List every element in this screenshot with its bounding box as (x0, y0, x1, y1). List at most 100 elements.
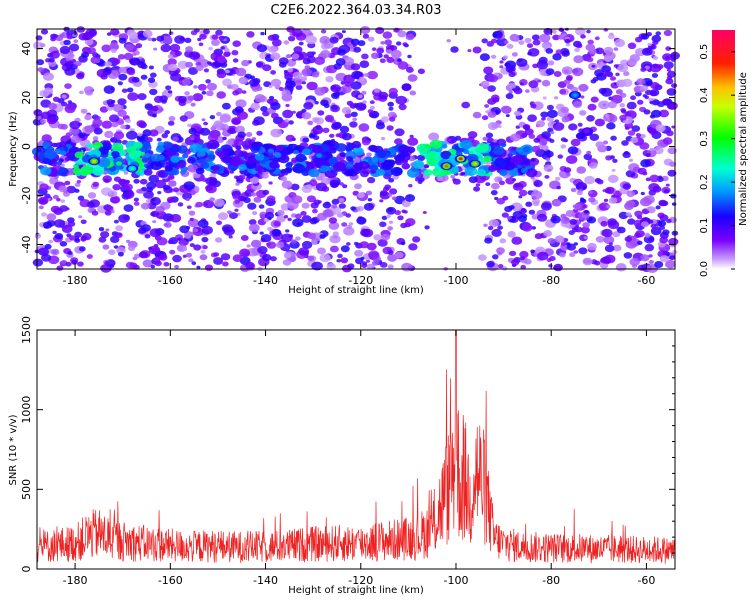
x-tick-label: -120 (348, 574, 373, 587)
heatmap-cell (203, 68, 209, 73)
heatmap-cell (543, 27, 553, 35)
heatmap-cell (366, 152, 372, 157)
heatmap-cell (550, 215, 561, 224)
heatmap-cell (109, 42, 119, 50)
heatmap-cell (234, 106, 244, 113)
heatmap-cell (343, 57, 355, 66)
heatmap-cell (665, 260, 676, 269)
heatmap-cell (276, 241, 285, 249)
heatmap-cell (38, 205, 44, 210)
x-tick-label: -120 (348, 274, 373, 287)
heatmap-cell (537, 251, 549, 261)
heatmap-cell (270, 256, 277, 262)
heatmap-cell (177, 202, 184, 207)
heatmap-cell (511, 236, 523, 245)
heatmap-cell (357, 94, 363, 99)
heatmap-cell (665, 55, 670, 60)
heatmap-cell (117, 98, 127, 106)
heatmap-cell (532, 201, 540, 207)
heatmap-cell (636, 78, 646, 86)
colorbar-tick-label: 0.0 (699, 261, 710, 277)
heatmap-cell (60, 199, 65, 203)
heatmap-cell (250, 239, 262, 248)
heatmap-cell (414, 177, 420, 182)
heatmap-cell (68, 154, 76, 160)
heatmap-cell (651, 34, 662, 43)
heatmap-cell (113, 245, 119, 249)
heatmap-cell (330, 84, 341, 93)
heatmap-cell (291, 239, 297, 244)
heatmap-cell (341, 132, 352, 141)
heatmap-cell (377, 239, 388, 247)
heatmap-cell (487, 111, 497, 118)
heatmap-cell (616, 63, 629, 73)
heatmap-cell (423, 169, 433, 177)
heatmap-cell (292, 218, 304, 228)
heatmap-cell (551, 29, 557, 34)
heatmap-cell (361, 53, 369, 60)
heatmap-cell (520, 264, 526, 270)
heatmap-cell (667, 169, 677, 177)
heatmap-cell (586, 29, 591, 34)
heatmap-cell (38, 196, 49, 205)
snr-y-ticks: 0 500 1000 1500 (20, 316, 675, 573)
heatmap-cell (222, 102, 231, 110)
heatmap-cell (361, 90, 367, 95)
heatmap-cell (301, 185, 313, 193)
heatmap-cell (151, 247, 159, 254)
heatmap-cell (367, 36, 375, 42)
heatmap-cell (648, 254, 653, 258)
heatmap-cell (183, 181, 195, 191)
heatmap-cell (656, 64, 664, 70)
heatmap-cell (34, 233, 42, 239)
heatmap-cell (515, 125, 521, 129)
heatmap-cell (507, 82, 516, 89)
heatmap-cell (254, 153, 265, 161)
heatmap-cell (131, 52, 137, 56)
heatmap-cell (167, 239, 174, 245)
heatmap-cell (116, 161, 122, 166)
heatmap-cell (241, 90, 247, 94)
heatmap-cell (92, 136, 99, 141)
heatmap-cell (369, 164, 378, 171)
heatmap-cell (388, 193, 393, 197)
heatmap-cell (271, 38, 282, 47)
heatmap-cell (102, 244, 110, 250)
heatmap-cell (484, 104, 490, 108)
heatmap-cell (182, 247, 188, 251)
heatmap-cell (491, 38, 498, 44)
heatmap-cell (155, 211, 167, 220)
heatmap-cell (350, 38, 360, 46)
heatmap-cell (276, 145, 284, 152)
heatmap-cell (241, 59, 250, 67)
heatmap-cell (187, 95, 195, 101)
colorbar-tick-label: 0.1 (699, 218, 710, 234)
heatmap-cell (291, 195, 303, 204)
heatmap-cell (346, 242, 351, 246)
heatmap-cell (629, 158, 634, 162)
heatmap-cell (531, 226, 537, 230)
heatmap-cell (233, 138, 244, 147)
heatmap-cell (311, 261, 323, 271)
heatmap-cell (162, 35, 173, 44)
heatmap-cell (215, 237, 223, 243)
heatmap-cell (648, 183, 660, 192)
heatmap-cell (583, 153, 593, 161)
heatmap-cell (552, 122, 565, 131)
heatmap-cell (560, 241, 567, 246)
heatmap-cell (649, 101, 654, 104)
heatmap-cell (355, 257, 364, 265)
heatmap-cell (341, 30, 346, 34)
heatmap-cell (188, 67, 198, 75)
heatmap-cell (587, 39, 594, 45)
heatmap-cell (340, 85, 352, 94)
heatmap-cell (390, 49, 402, 59)
heatmap-cell (46, 213, 57, 221)
heatmap-cell (209, 197, 216, 202)
heatmap-cell (356, 216, 367, 225)
heatmap-cell (386, 56, 395, 64)
heatmap-cell (378, 158, 385, 163)
heatmap-cell (322, 209, 334, 218)
heatmap-cell (209, 115, 216, 120)
